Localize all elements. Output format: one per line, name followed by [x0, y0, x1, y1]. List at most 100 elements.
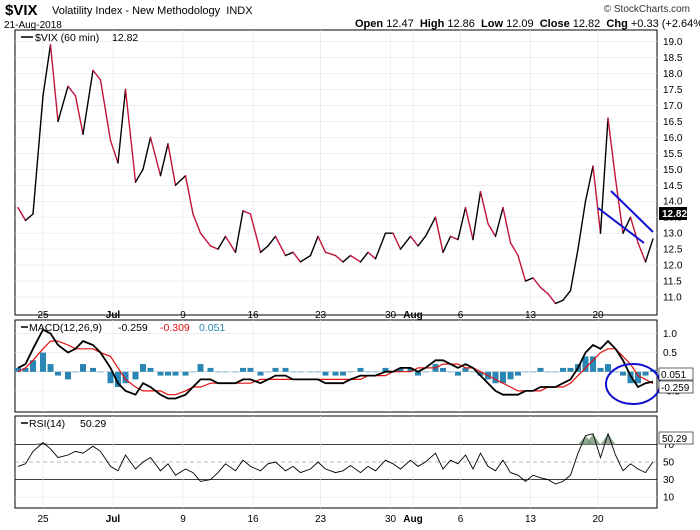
macd-legend-label: MACD(12,26,9)	[29, 322, 102, 334]
price-segment	[317, 235, 327, 254]
price-segment	[599, 117, 609, 234]
wedge-upper-line	[610, 190, 654, 233]
macd-value-tag	[658, 380, 694, 394]
macd-hist-bar	[440, 367, 446, 372]
price-segment	[234, 210, 244, 254]
price-segment	[614, 178, 624, 234]
price-segment	[67, 85, 77, 97]
macd-hist-bar	[590, 356, 596, 372]
macd-hist-bar	[222, 371, 229, 373]
price-segment	[299, 254, 312, 263]
rsi-series-line	[17, 432, 654, 485]
price-segment	[249, 213, 262, 254]
x-tick-label-top: 30	[385, 310, 397, 321]
credit-link[interactable]: © StockCharts.com	[603, 4, 690, 15]
price-grid	[15, 30, 657, 315]
price-segment	[124, 88, 137, 183]
price-segment	[472, 190, 482, 241]
instrument-title: Volatility Index - New Methodology	[52, 5, 221, 17]
price-segment	[637, 242, 647, 263]
price-y-tick-label: 15.5	[663, 149, 683, 160]
macd-hist-bar	[567, 367, 574, 372]
x-tick-label-top: Jul	[106, 310, 121, 321]
rsi-legend: RSI(14) 50.29	[21, 418, 106, 430]
price-segment	[607, 117, 617, 180]
macd-hist-bar	[455, 371, 461, 376]
macd-hist-bar	[347, 371, 354, 373]
x-tick-label-top: 20	[592, 310, 604, 321]
x-tick-label-top: 16	[247, 310, 259, 321]
rsi-panel-frame	[14, 415, 658, 509]
price-y-tick-label: 18.0	[663, 69, 683, 80]
price-line	[17, 44, 654, 305]
macd-hist-bar	[545, 371, 551, 373]
macd-hist-bar	[612, 371, 619, 373]
x-tick-label-top: 13	[525, 310, 537, 321]
price-segment	[24, 213, 34, 222]
macd-hist-bar	[382, 367, 389, 372]
price-segment	[584, 165, 594, 202]
x-tick-label-bottom: 23	[315, 514, 327, 525]
macd-hist-bar	[272, 367, 279, 372]
chart-date: 21-Aug-2018	[4, 20, 62, 31]
rsi-overbought-area	[585, 433, 601, 445]
price-segment	[324, 251, 337, 257]
price-y-tick-label: 17.5	[663, 85, 683, 96]
x-tick-label-bottom: 6	[458, 514, 464, 525]
exchange-label: INDX	[226, 5, 253, 17]
high-value: 12.86	[447, 18, 475, 30]
macd-hist-bar	[522, 371, 529, 373]
macd-hist-bar	[115, 371, 121, 388]
price-segment	[99, 79, 112, 142]
rsi-y-axis: 70 50 30 10	[663, 440, 675, 504]
macd-hist-bar	[365, 371, 371, 373]
price-segment	[464, 206, 474, 241]
price-segment	[524, 277, 534, 282]
price-segment	[284, 251, 294, 257]
price-segment	[159, 143, 169, 177]
price-segment	[217, 235, 227, 250]
macd-hist-bar	[122, 371, 129, 384]
macd-lines	[17, 328, 654, 400]
macd-panel-frame	[14, 319, 658, 413]
chg-value: +0.33 (+2.64%)	[630, 18, 700, 30]
price-segment	[562, 289, 572, 301]
price-segment	[457, 206, 467, 241]
price-segment	[42, 44, 52, 97]
price-segment	[449, 235, 459, 241]
price-segment	[167, 143, 177, 186]
macd-hist-bar	[340, 371, 346, 376]
macd-hist-bar	[605, 364, 611, 372]
macd-hist-bar	[240, 367, 246, 372]
rsi-panel: 70 50 30 10 50.29 RSI(14) 50.29	[14, 415, 694, 509]
price-legend: $VIX (60 min) 12.82	[21, 32, 138, 44]
macd-hist-bar	[47, 364, 54, 372]
open-label: Open	[355, 18, 384, 30]
macd-hist-bar	[537, 367, 544, 372]
high-label: High	[419, 18, 445, 30]
price-y-tick-label: 11.0	[663, 293, 682, 304]
low-label: Low	[481, 18, 504, 30]
symbol: $VIX	[5, 2, 38, 19]
macd-hist-bar	[627, 371, 634, 384]
price-segment	[547, 293, 557, 305]
price-segment	[554, 299, 564, 305]
price-y-tick-label: 16.0	[663, 133, 683, 144]
x-tick-label-top: 23	[315, 310, 327, 321]
macd-hist-bar	[257, 371, 264, 376]
rsi-legend-label: RSI(14)	[29, 418, 65, 430]
price-y-tick-label: 14.5	[663, 181, 683, 192]
price-segment	[349, 254, 362, 263]
macd-hist-bar	[322, 371, 329, 376]
macd-panel: 1.00.5-0.5 0.051 -0.259 MACD(12,26,9) -0…	[14, 319, 694, 413]
rsi-value-label: 50.29	[662, 434, 687, 445]
macd-hist-bar	[530, 371, 536, 373]
x-tick-label-bottom: 30	[385, 514, 397, 525]
macd-hist-bar	[282, 367, 289, 372]
price-segment	[409, 235, 419, 247]
price-segment	[134, 168, 144, 183]
price-segment	[32, 95, 44, 215]
x-tick-label-top: 6	[458, 310, 464, 321]
price-segment	[49, 44, 59, 123]
